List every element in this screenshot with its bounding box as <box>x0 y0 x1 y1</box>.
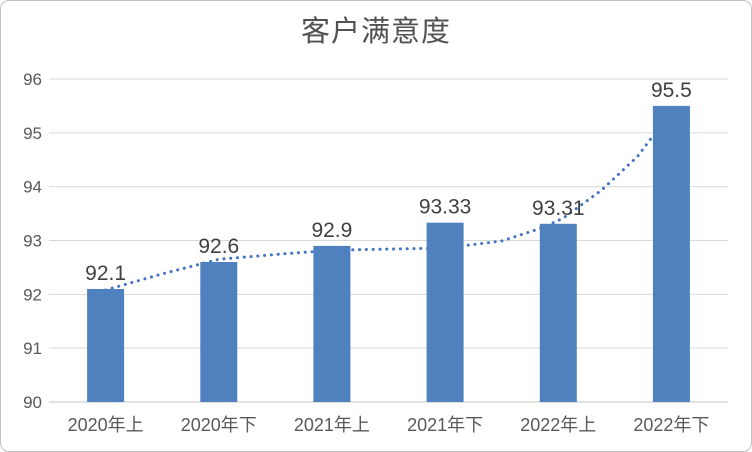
y-tick-label: 93 <box>23 232 42 251</box>
bar-value-label: 92.9 <box>311 219 352 242</box>
bar-value-label: 92.6 <box>198 235 239 258</box>
bar-value-label: 95.5 <box>651 79 692 102</box>
bar <box>313 245 351 402</box>
bar <box>539 223 577 402</box>
x-tick-label: 2020年下 <box>181 415 257 435</box>
x-tick-label: 2020年上 <box>68 415 144 435</box>
bar-value-label: 92.1 <box>85 262 126 285</box>
x-tick-label: 2022年下 <box>633 415 709 435</box>
y-tick-label: 91 <box>23 339 42 358</box>
bar-value-label: 93.33 <box>419 196 472 219</box>
x-tick-label: 2021年下 <box>407 415 483 435</box>
chart-title: 客户满意度 <box>300 14 451 48</box>
y-tick-label: 94 <box>23 178 42 197</box>
y-tick-label: 95 <box>23 124 42 143</box>
bar <box>200 262 238 402</box>
x-tick-label: 2022年上 <box>520 415 596 435</box>
bar <box>652 105 690 403</box>
y-tick-label: 92 <box>23 285 42 304</box>
bar-value-label: 93.31 <box>532 197 585 220</box>
y-tick-label: 90 <box>23 393 42 412</box>
x-tick-label: 2021年上 <box>294 415 370 435</box>
bar <box>426 222 464 402</box>
y-tick-label: 96 <box>23 70 42 89</box>
bar <box>87 289 125 402</box>
